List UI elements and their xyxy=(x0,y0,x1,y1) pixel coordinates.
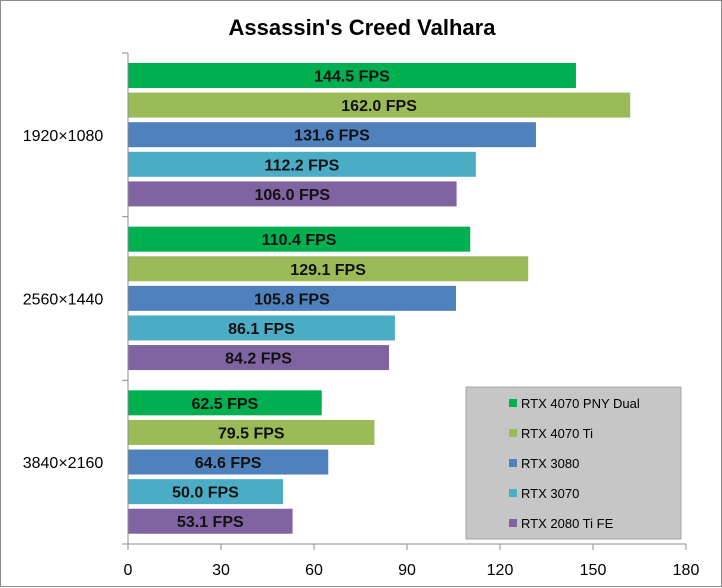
bar-3-3 xyxy=(128,449,329,475)
legend-label: RTX 3080 xyxy=(521,456,579,471)
x-tick-label: 60 xyxy=(305,562,323,579)
bar-2-1 xyxy=(128,226,471,252)
legend-swatch xyxy=(509,459,517,467)
category-label: 2560×1440 xyxy=(23,292,104,309)
x-tick-label: 0 xyxy=(124,562,133,579)
chart-title: Assassin's Creed Valhara xyxy=(229,15,497,40)
bar-value-label: 144.5 FPS xyxy=(314,69,390,86)
legend-swatch xyxy=(509,429,517,437)
bar-3-5 xyxy=(128,508,293,534)
bar-2-5 xyxy=(128,345,390,371)
bar-value-label: 106.0 FPS xyxy=(254,187,330,204)
bar-1-4 xyxy=(128,151,476,177)
x-tick-label: 120 xyxy=(487,562,514,579)
axes-layer: 1920×1080 2560×1440 3840×2160 0 30 60 90 120 150… xyxy=(23,52,700,579)
bar-value-label: 50.0 FPS xyxy=(172,485,239,502)
bar-value-label: 62.5 FPS xyxy=(192,396,259,413)
bar-value-label: 53.1 FPS xyxy=(177,514,244,531)
legend-label: RTX 3070 xyxy=(521,486,579,501)
legend-swatch xyxy=(509,519,517,527)
bar-1-5 xyxy=(128,181,457,207)
bar-2-3 xyxy=(128,285,456,311)
legend-swatch xyxy=(509,489,517,497)
bar-3-4 xyxy=(128,479,283,505)
bar-2-4 xyxy=(128,315,395,341)
bar-value-label: 162.0 FPS xyxy=(341,98,417,115)
bar-value-label: 110.4 FPS xyxy=(262,232,337,249)
bar-value-label: 112.2 FPS xyxy=(265,157,340,174)
bar-value-label: 79.5 FPS xyxy=(218,425,285,442)
bar-value-label: 105.8 FPS xyxy=(254,291,330,308)
legend-label: RTX 4070 PNY Dual xyxy=(521,396,640,411)
bar-value-label: 129.1 FPS xyxy=(290,262,366,279)
bar-1-3 xyxy=(128,122,536,148)
x-tick-label: 30 xyxy=(212,562,230,579)
category-label: 3840×2160 xyxy=(23,455,104,472)
x-tick-label: 150 xyxy=(580,562,607,579)
legend-label: RTX 4070 Ti xyxy=(521,426,593,441)
category-label: 1920×1080 xyxy=(23,128,104,145)
legend-label: RTX 2080 Ti FE xyxy=(521,516,614,531)
bar-1-1 xyxy=(128,63,576,88)
legend-swatch xyxy=(509,399,517,407)
bar-3-1 xyxy=(128,390,322,416)
x-tick-label: 180 xyxy=(673,562,700,579)
x-tick-label: 90 xyxy=(398,562,416,579)
bar-1-2 xyxy=(128,92,631,118)
legend-box xyxy=(465,386,682,540)
bar-value-label: 64.6 FPS xyxy=(195,455,262,472)
legend: RTX 4070 PNY Dual RTX 4070 Ti RTX 3080 RTX … xyxy=(465,386,682,540)
bar-3-2 xyxy=(128,419,375,445)
bars-layer: 144.5 FPS 162.0 FPS 131.6 FPS 112.2 FPS 106.… xyxy=(128,63,631,534)
bar-2-2 xyxy=(128,256,529,282)
bar-value-label: 84.2 FPS xyxy=(225,351,292,368)
bar-value-label: 86.1 FPS xyxy=(228,321,295,338)
bar-value-label: 131.6 FPS xyxy=(294,128,370,145)
